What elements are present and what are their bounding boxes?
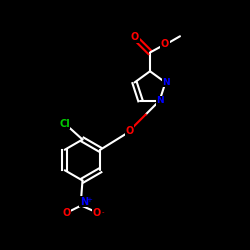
- Text: N: N: [162, 78, 170, 87]
- Text: Cl: Cl: [59, 119, 70, 129]
- Text: +: +: [86, 197, 92, 203]
- Text: O: O: [161, 39, 169, 49]
- Text: O: O: [62, 208, 70, 218]
- Text: N: N: [80, 197, 88, 207]
- Text: -: -: [102, 209, 104, 215]
- Text: O: O: [93, 208, 101, 218]
- Text: O: O: [126, 126, 134, 136]
- Text: N: N: [156, 96, 164, 105]
- Text: O: O: [131, 32, 139, 42]
